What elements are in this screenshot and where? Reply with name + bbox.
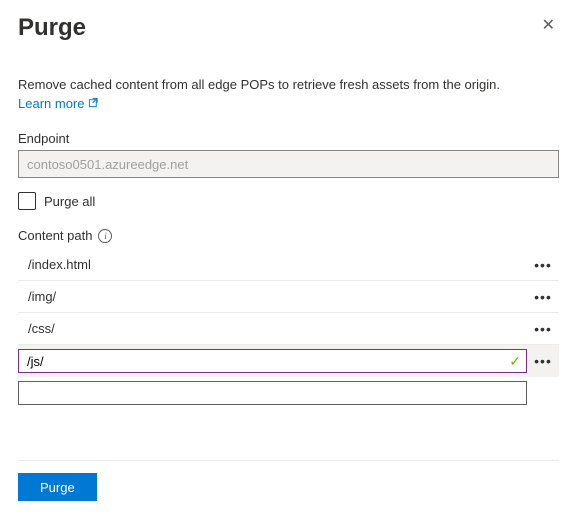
learn-more-label: Learn more <box>18 96 84 111</box>
more-icon[interactable]: ••• <box>527 257 559 273</box>
page-title: Purge <box>18 14 86 42</box>
purge-all-checkbox[interactable] <box>18 192 36 210</box>
learn-more-link[interactable]: Learn more <box>18 96 99 111</box>
content-path-value: /img/ <box>18 289 527 304</box>
external-link-icon <box>88 97 99 111</box>
content-path-row[interactable]: /css/ ••• <box>18 313 559 345</box>
content-path-empty-input[interactable] <box>18 381 527 405</box>
content-path-row[interactable]: /index.html ••• <box>18 249 559 281</box>
content-path-row[interactable]: /img/ ••• <box>18 281 559 313</box>
close-icon[interactable]: ✕ <box>538 14 559 38</box>
purge-all-label: Purge all <box>44 194 95 209</box>
content-path-label: Content path <box>18 228 92 243</box>
endpoint-input <box>18 150 559 178</box>
content-path-list: /index.html ••• /img/ ••• /css/ ••• ✓ ••… <box>18 249 559 405</box>
endpoint-label: Endpoint <box>18 131 559 146</box>
content-path-value: /index.html <box>18 257 527 272</box>
more-icon[interactable]: ••• <box>527 289 559 305</box>
check-icon: ✓ <box>509 353 521 370</box>
content-path-value: /css/ <box>18 321 527 336</box>
more-icon[interactable]: ••• <box>527 353 559 369</box>
content-path-row[interactable]: ✓ ••• <box>18 345 559 377</box>
info-icon[interactable]: i <box>98 229 112 243</box>
description-text: Remove cached content from all edge POPs… <box>18 76 559 94</box>
content-path-input[interactable] <box>18 349 527 373</box>
more-icon[interactable]: ••• <box>527 321 559 337</box>
purge-button[interactable]: Purge <box>18 473 97 501</box>
